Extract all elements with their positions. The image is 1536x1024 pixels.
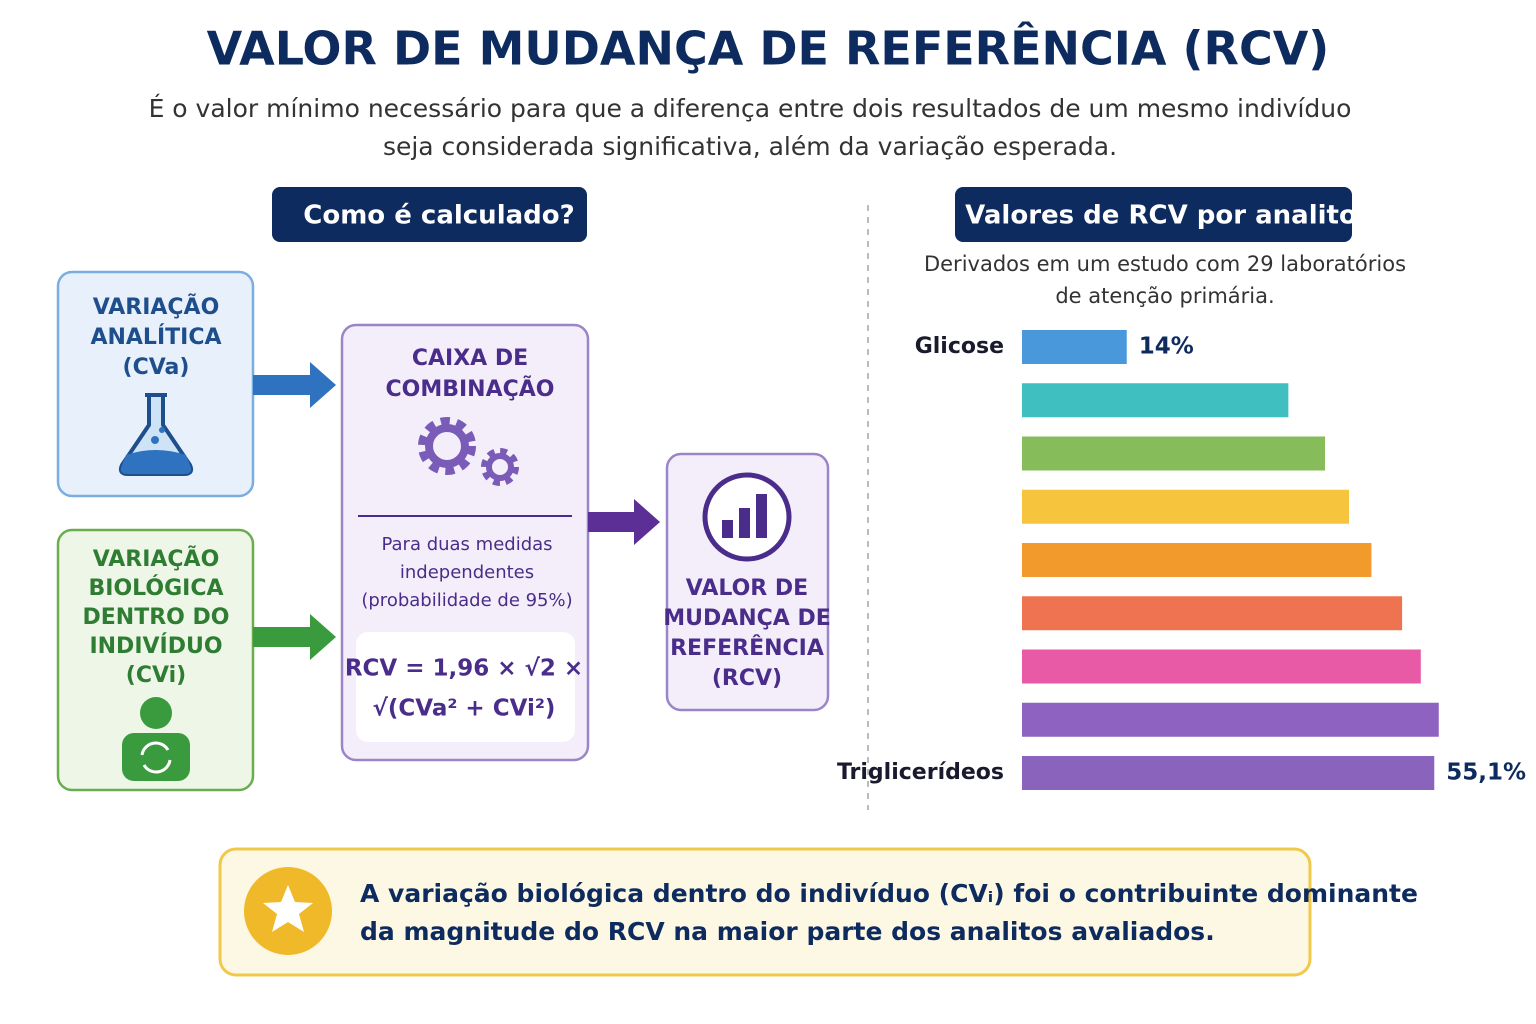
- value-label: 55,1%: [1446, 760, 1526, 786]
- result-label: VALOR DE: [686, 576, 808, 601]
- note: (probabilidade de 95%): [361, 590, 572, 611]
- box-label: DENTRO DO: [83, 605, 230, 630]
- heading: Valores de RCV por analito: [965, 201, 1357, 231]
- bar: [1022, 596, 1403, 631]
- box-label: BIOLÓGICA: [88, 575, 223, 601]
- result-icon: [702, 472, 792, 562]
- box-title: COMBINAÇÃO: [385, 376, 554, 402]
- flask-icon: [118, 393, 194, 476]
- heading: Como é calculado?: [303, 201, 574, 231]
- title: VALOR DE MUDANÇA DE REFERÊNCIA (RCV): [207, 22, 1330, 76]
- star-icon: [263, 885, 313, 932]
- footer-text: da magnitude do RCV na maior parte dos a…: [360, 917, 1215, 946]
- result-label: MUDANÇA DE: [663, 606, 831, 631]
- subtitle: seja considerada significativa, além da …: [383, 132, 1117, 161]
- formula: √(CVa² + CVi²): [373, 696, 556, 722]
- box-label: (CVi): [126, 663, 186, 688]
- category-label: Glicose: [915, 334, 1004, 359]
- bar: [1022, 756, 1435, 790]
- box-label: VARIAÇÃO: [93, 546, 220, 572]
- arrow: [588, 499, 660, 545]
- bar: [1022, 702, 1439, 737]
- arrow: [253, 362, 336, 408]
- bar: [1022, 383, 1289, 418]
- formula: RCV = 1,96 × √2 ×: [345, 656, 583, 682]
- box-label: INDIVÍDUO: [89, 633, 222, 659]
- arrow: [253, 614, 336, 660]
- box-label: VARIAÇÃO: [93, 294, 220, 320]
- heading-pill: [955, 187, 1352, 242]
- person-icon: [122, 697, 190, 781]
- bar: [1022, 489, 1349, 524]
- result-label: REFERÊNCIA: [670, 635, 824, 661]
- note: Para duas medidas: [381, 534, 552, 555]
- bar: [1022, 649, 1421, 684]
- chart-note: de atenção primária.: [1055, 284, 1274, 308]
- biological-box: [56, 528, 255, 792]
- result-label: (RCV): [712, 666, 782, 691]
- subtitle: É o valor mínimo necessário para que a d…: [149, 94, 1352, 123]
- chart-note: Derivados em um estudo com 29 laboratóri…: [924, 252, 1406, 276]
- box-title: CAIXA DE: [412, 346, 528, 371]
- bar: [1022, 330, 1127, 364]
- note: independentes: [400, 562, 534, 583]
- value-label: 14%: [1139, 334, 1194, 360]
- footer-text: A variação biológica dentro do indivíduo…: [360, 879, 1418, 908]
- heading-pill: [272, 187, 587, 242]
- footer-box: [218, 847, 1312, 977]
- gears-icon: [418, 417, 519, 486]
- bar: [1022, 543, 1372, 577]
- bar: [1022, 436, 1326, 471]
- category-label: Triglicerídeos: [837, 760, 1004, 785]
- formula-box: [356, 632, 575, 742]
- box-label: (CVa): [123, 355, 190, 380]
- box-label: ANALÍTICA: [90, 324, 221, 350]
